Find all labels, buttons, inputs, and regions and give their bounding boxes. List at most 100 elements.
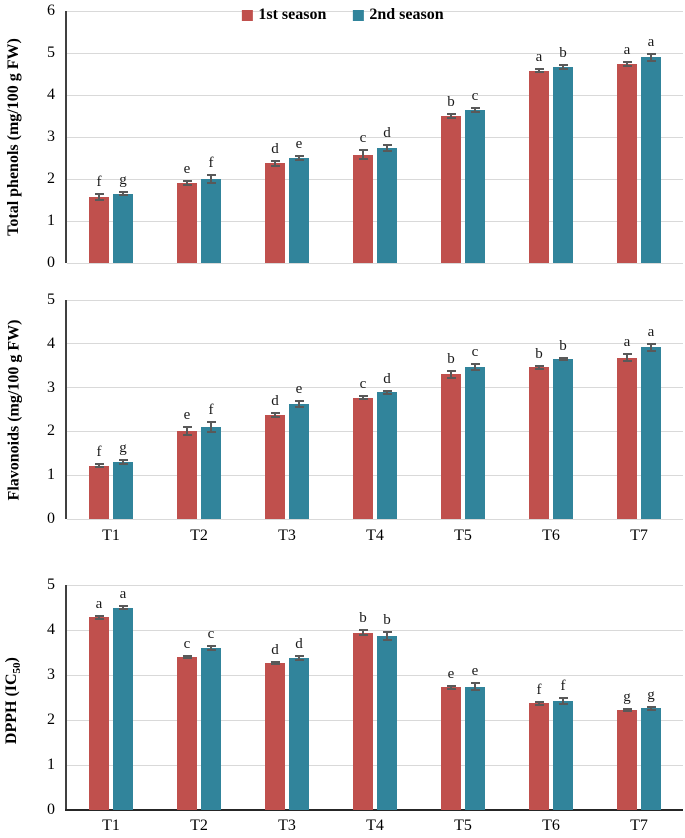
- bar-2nd-season-T2: [201, 427, 221, 519]
- significance-letter: d: [271, 641, 279, 658]
- error-bar-cap-bottom: [558, 359, 568, 362]
- bar-2nd-season-T3: [289, 158, 309, 263]
- significance-letter: d: [383, 125, 391, 142]
- bar-1st-season-T4: [353, 397, 373, 519]
- significance-letter: f: [96, 444, 102, 461]
- error-bar: [538, 702, 540, 705]
- gridline: [67, 474, 683, 476]
- y-axis-tick-label: 2: [47, 711, 55, 728]
- significance-letter: d: [271, 140, 279, 157]
- significance-letter: f: [536, 682, 542, 698]
- error-bar-cap-top: [382, 630, 392, 633]
- error-bar-cap-top: [558, 696, 568, 699]
- bar-1st-season-T7: [617, 710, 637, 810]
- error-bar-cap-top: [646, 52, 656, 55]
- significance-letter: a: [535, 49, 543, 66]
- y-axis-tick-label: 1: [47, 212, 55, 229]
- error-bar: [538, 365, 540, 370]
- error-bar-cap-top: [294, 655, 304, 658]
- error-bar-cap-bottom: [470, 369, 480, 372]
- legend-swatch-2nd-season-icon: [352, 9, 364, 21]
- y-axis-tick-label: 5: [47, 44, 55, 61]
- y-axis-tick-label: 4: [47, 334, 55, 352]
- bar-1st-season-T3: [265, 662, 285, 810]
- error-bar-cap-bottom: [446, 376, 456, 379]
- error-bar-cap-bottom: [446, 116, 456, 119]
- error-bar-cap-bottom: [646, 709, 656, 712]
- error-bar: [562, 357, 564, 361]
- significance-letter: g: [623, 688, 631, 705]
- significance-letter: e: [295, 135, 303, 152]
- error-bar: [474, 683, 476, 691]
- y-axis-tick-label: 3: [47, 666, 55, 683]
- gridline: [67, 764, 683, 766]
- significance-letter: a: [119, 585, 127, 602]
- bar-1st-season-T5: [441, 374, 461, 519]
- error-bar-cap-bottom: [646, 59, 656, 62]
- y-axis-title: Total phenols (mg/100 g FW): [5, 38, 22, 236]
- error-bar-cap-top: [358, 629, 368, 632]
- error-bar: [210, 645, 212, 651]
- bar-2nd-season-T5: [465, 367, 485, 519]
- error-bar-cap-top: [206, 420, 216, 423]
- bar-2nd-season-T6: [553, 700, 573, 810]
- error-bar-cap-bottom: [534, 703, 544, 706]
- error-bar-cap-top: [182, 180, 192, 183]
- error-bar-cap-bottom: [382, 150, 392, 153]
- bar-2nd-season-T6: [553, 359, 573, 519]
- error-bar: [562, 65, 564, 69]
- error-bar-cap-bottom: [206, 649, 216, 652]
- error-bar-cap-top: [294, 399, 304, 402]
- error-bar: [450, 371, 452, 378]
- error-bar-cap-top: [358, 395, 368, 398]
- bar-1st-season-T6: [529, 70, 549, 263]
- x-axis-tick-label: T2: [190, 527, 208, 544]
- error-bar: [186, 181, 188, 186]
- error-bar-cap-bottom: [182, 434, 192, 437]
- gridline: [67, 629, 683, 631]
- x-axis-tick-label: T1: [102, 817, 120, 834]
- error-bar-cap-bottom: [94, 198, 104, 201]
- error-bar: [298, 656, 300, 660]
- bar-2nd-season-T4: [377, 635, 397, 810]
- error-bar-cap-bottom: [270, 663, 280, 666]
- gridline: [67, 178, 683, 180]
- x-axis-tick-label: T3: [278, 527, 296, 544]
- x-axis-tick-label: T6: [542, 527, 560, 544]
- error-bar-cap-bottom: [294, 658, 304, 661]
- legend-swatch-1st-season-icon: [241, 9, 253, 21]
- error-bar-cap-top: [622, 353, 632, 356]
- significance-letter: d: [295, 636, 303, 653]
- error-bar-cap-bottom: [358, 633, 368, 636]
- bar-2nd-season-T5: [465, 686, 485, 810]
- error-bar-cap-top: [558, 356, 568, 359]
- error-bar: [386, 631, 388, 640]
- significance-letter: c: [183, 635, 191, 652]
- bar-2nd-season-T7: [641, 347, 661, 519]
- error-bar: [298, 400, 300, 407]
- bar-1st-season-T1: [89, 617, 109, 810]
- x-axis-line: [65, 809, 683, 811]
- gridline: [67, 584, 683, 586]
- error-bar-cap-top: [622, 707, 632, 710]
- error-bar: [650, 53, 652, 61]
- error-bar-cap-bottom: [446, 687, 456, 690]
- error-bar: [98, 616, 100, 619]
- bar-2nd-season-T1: [113, 462, 133, 519]
- significance-letter: b: [359, 610, 367, 627]
- significance-letter: d: [271, 392, 279, 409]
- bar-2nd-season-T4: [377, 148, 397, 263]
- significance-letter: c: [359, 130, 367, 147]
- error-bar-cap-bottom: [558, 67, 568, 70]
- bar-1st-season-T2: [177, 183, 197, 263]
- gridline: [67, 52, 683, 54]
- gridline: [67, 220, 683, 222]
- y-axis-tick-label: 4: [47, 621, 55, 638]
- error-bar-cap-top: [382, 144, 392, 147]
- error-bar: [210, 421, 212, 433]
- error-bar: [626, 354, 628, 362]
- error-bar-cap-top: [446, 113, 456, 116]
- error-bar-cap-bottom: [534, 368, 544, 371]
- significance-letter: c: [471, 87, 479, 104]
